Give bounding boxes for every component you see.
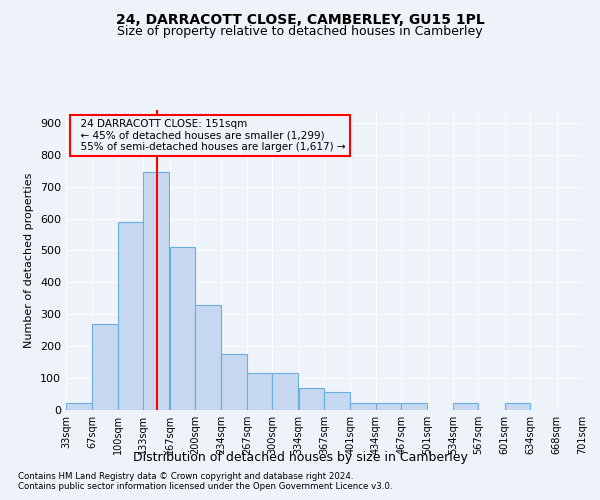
Bar bbox=[66, 403, 92, 410]
Bar bbox=[376, 403, 401, 410]
Text: Distribution of detached houses by size in Camberley: Distribution of detached houses by size … bbox=[133, 451, 467, 464]
Bar bbox=[92, 324, 118, 410]
Bar bbox=[299, 388, 324, 410]
Text: Contains public sector information licensed under the Open Government Licence v3: Contains public sector information licen… bbox=[18, 482, 392, 491]
Text: Size of property relative to detached houses in Camberley: Size of property relative to detached ho… bbox=[117, 25, 483, 38]
Bar bbox=[247, 374, 272, 410]
Bar bbox=[453, 403, 478, 410]
Bar bbox=[324, 392, 350, 410]
Bar bbox=[195, 304, 221, 410]
Bar bbox=[118, 222, 143, 410]
Bar bbox=[170, 247, 195, 410]
Bar bbox=[272, 374, 298, 410]
Bar bbox=[401, 403, 427, 410]
Text: 24 DARRACOTT CLOSE: 151sqm
  ← 45% of detached houses are smaller (1,299)
  55% : 24 DARRACOTT CLOSE: 151sqm ← 45% of deta… bbox=[74, 119, 346, 152]
Bar bbox=[221, 354, 247, 410]
Text: Contains HM Land Registry data © Crown copyright and database right 2024.: Contains HM Land Registry data © Crown c… bbox=[18, 472, 353, 481]
Bar bbox=[350, 403, 376, 410]
Bar bbox=[143, 172, 169, 410]
Bar bbox=[505, 403, 530, 410]
Y-axis label: Number of detached properties: Number of detached properties bbox=[25, 172, 34, 348]
Text: 24, DARRACOTT CLOSE, CAMBERLEY, GU15 1PL: 24, DARRACOTT CLOSE, CAMBERLEY, GU15 1PL bbox=[116, 12, 484, 26]
